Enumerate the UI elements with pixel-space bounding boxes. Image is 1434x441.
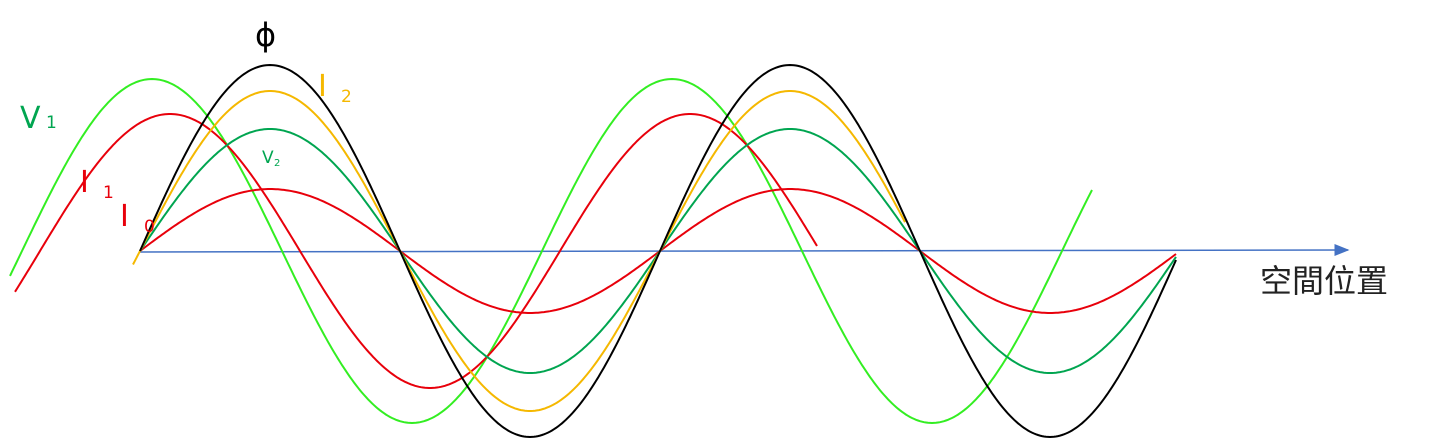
i2-label: I xyxy=(318,69,327,104)
axis-label: 空間位置 xyxy=(1260,262,1388,300)
i2-wave xyxy=(132,90,906,412)
i1-wave xyxy=(14,113,818,389)
v2-sub: 2 xyxy=(274,158,280,169)
i0-sub: 0 xyxy=(144,217,155,237)
v2-label: V xyxy=(262,148,274,168)
phi-label: ϕ xyxy=(255,16,276,54)
axis xyxy=(139,244,1350,257)
i0-label: I xyxy=(120,199,129,234)
v1-wave xyxy=(9,77,1093,425)
phi-wave xyxy=(139,63,1177,439)
i2-sub: 2 xyxy=(341,87,352,107)
v1-sub: 1 xyxy=(46,113,57,133)
v1-label: V xyxy=(20,101,41,136)
waves xyxy=(9,63,1177,439)
i1-label: I xyxy=(80,165,89,200)
i1-sub: 1 xyxy=(103,183,114,203)
